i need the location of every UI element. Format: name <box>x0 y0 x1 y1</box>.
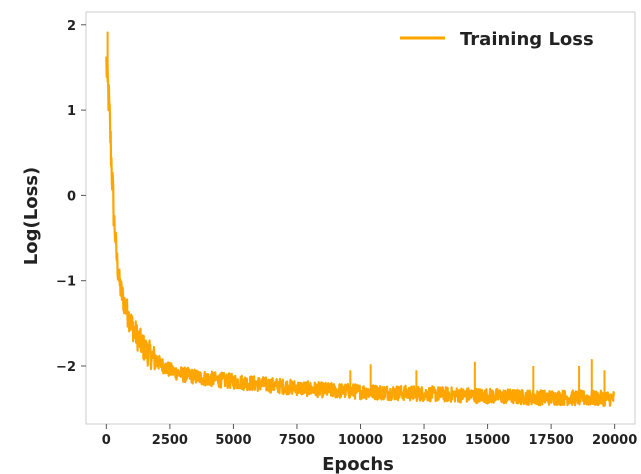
x-tick-label: 0 <box>102 433 111 448</box>
x-axis-ticks: 0 2500 5000 7500 10000 12500 15000 17500 20000 <box>102 424 637 448</box>
x-tick-label: 7500 <box>279 433 315 448</box>
series-line-training-loss <box>105 56 616 408</box>
x-tick-label: 15000 <box>465 433 510 448</box>
y-tick-label: −1 <box>56 275 76 290</box>
y-tick-label: 0 <box>67 189 76 204</box>
series-layer <box>105 31 616 408</box>
y-tick-label: −2 <box>56 360 76 375</box>
y-axis-title: Log(Loss) <box>21 167 42 265</box>
legend-label-training-loss: Training Loss <box>460 29 594 50</box>
x-tick-label: 10000 <box>338 433 383 448</box>
y-tick-label: 2 <box>67 19 76 34</box>
x-tick-label: 12500 <box>401 433 446 448</box>
y-tick-label: 1 <box>67 104 76 119</box>
y-axis-ticks: 2 1 0 −1 −2 <box>56 19 86 375</box>
x-tick-label: 5000 <box>215 433 251 448</box>
x-tick-label: 2500 <box>152 433 188 448</box>
legend: Training Loss <box>400 29 594 50</box>
x-tick-label: 20000 <box>592 433 637 448</box>
x-axis-title: Epochs <box>322 454 394 474</box>
x-tick-label: 17500 <box>529 433 574 448</box>
